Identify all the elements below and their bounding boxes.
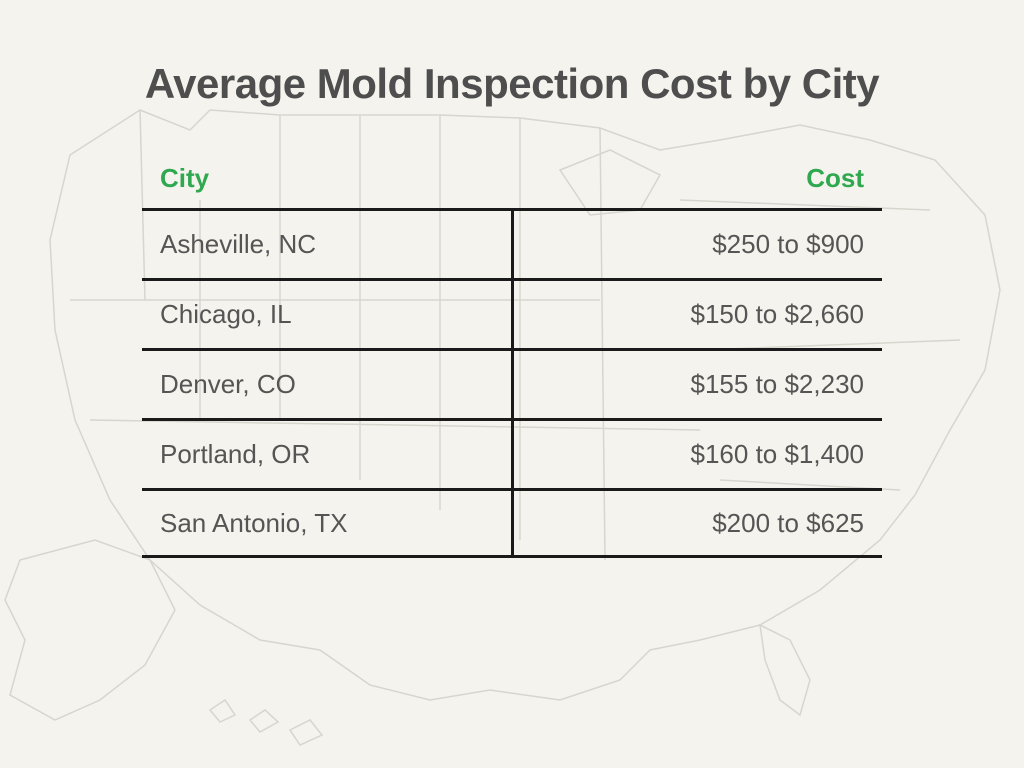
cell-cost: $250 to $900 xyxy=(514,211,883,278)
cell-cost: $155 to $2,230 xyxy=(514,351,883,418)
cell-city: Portland, OR xyxy=(142,421,514,488)
cell-cost: $160 to $1,400 xyxy=(514,421,883,488)
cell-city: Chicago, IL xyxy=(142,281,514,348)
cell-cost: $150 to $2,660 xyxy=(514,281,883,348)
header-city: City xyxy=(160,163,512,194)
table-row: Portland, OR$160 to $1,400 xyxy=(142,418,882,488)
cell-city: Asheville, NC xyxy=(142,211,514,278)
cost-table: City Cost Asheville, NC$250 to $900Chica… xyxy=(142,163,882,558)
header-cost: Cost xyxy=(512,163,864,194)
table-header: City Cost xyxy=(142,163,882,208)
cell-city: Denver, CO xyxy=(142,351,514,418)
cell-cost: $200 to $625 xyxy=(514,491,883,555)
table-row: San Antonio, TX$200 to $625 xyxy=(142,488,882,558)
infographic-canvas: Average Mold Inspection Cost by City Cit… xyxy=(0,0,1024,768)
table-row: Denver, CO$155 to $2,230 xyxy=(142,348,882,418)
cell-city: San Antonio, TX xyxy=(142,491,514,555)
table-row: Asheville, NC$250 to $900 xyxy=(142,208,882,278)
table-row: Chicago, IL$150 to $2,660 xyxy=(142,278,882,348)
page-title: Average Mold Inspection Cost by City xyxy=(145,60,879,108)
